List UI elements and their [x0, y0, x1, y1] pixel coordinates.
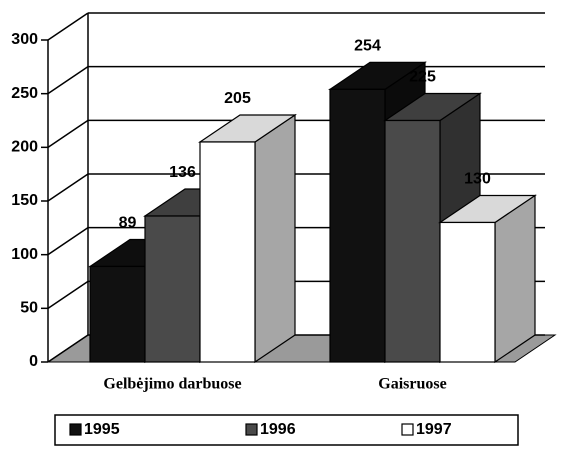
y-tick-label: 50	[20, 300, 38, 317]
y-tick-label: 0	[29, 353, 38, 370]
bar	[439, 221, 496, 363]
grid-line	[47, 173, 89, 202]
legend-label: 1995	[84, 421, 120, 438]
bar-top-shade	[200, 114, 295, 142]
bar	[144, 215, 201, 363]
bar-top-shade	[440, 195, 535, 223]
grid-line	[47, 12, 89, 41]
x-tick-label: Gelbėjimo darbuose	[103, 376, 241, 393]
legend-swatch	[401, 423, 414, 436]
grid-line	[47, 334, 89, 363]
bar-top-shade	[385, 93, 480, 121]
value-label: 89	[119, 215, 137, 232]
bar-top-shade	[330, 62, 425, 90]
grid-line	[47, 280, 89, 309]
legend-swatch	[245, 423, 258, 436]
value-label: 205	[224, 90, 251, 107]
legend-box	[54, 414, 519, 446]
y-tick-label: 150	[11, 192, 38, 209]
y-tick-label: 100	[11, 246, 38, 263]
y-tick-label: 200	[11, 139, 38, 156]
legend-label: 1997	[416, 421, 452, 438]
value-label: 254	[354, 38, 381, 55]
legend-label: 1996	[260, 421, 296, 438]
value-label: 130	[464, 171, 491, 188]
y-tick-label: 250	[11, 85, 38, 102]
bar	[329, 88, 386, 363]
bar	[89, 265, 146, 363]
y-tick-label: 300	[11, 31, 38, 48]
grid-line	[47, 227, 89, 256]
x-tick-label: Gaisruose	[378, 376, 446, 393]
bar-side-shade	[495, 195, 535, 362]
legend-swatch	[69, 423, 82, 436]
bar	[199, 141, 256, 363]
grid-line	[47, 119, 89, 148]
grid-line	[47, 66, 89, 95]
bar-side-shade	[255, 114, 295, 362]
bar	[384, 119, 441, 363]
value-label: 225	[409, 69, 436, 86]
value-label: 136	[169, 164, 196, 181]
